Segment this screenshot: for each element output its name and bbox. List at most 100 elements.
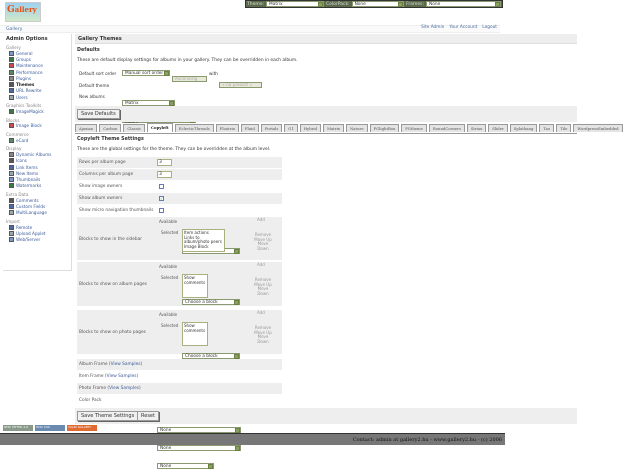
maintenance-icon <box>9 63 14 69</box>
default-theme-select[interactable]: Matrix <box>122 100 175 106</box>
sidebar-item-themes[interactable]: Themes <box>9 81 68 88</box>
selected-block-item[interactable]: Item actions <box>184 230 209 235</box>
tab-classic[interactable]: Classic <box>123 124 146 132</box>
colorpack-select[interactable]: None <box>351 1 405 7</box>
sidebar-item-image-block[interactable]: Image Block <box>9 123 68 129</box>
sidebar-item-web-server[interactable]: Web/Server <box>9 237 68 243</box>
sidebar-item-maintenance[interactable]: Maintenance <box>9 63 68 69</box>
sidebar-item-url-rewrite[interactable]: URL Rewrite <box>9 88 68 94</box>
frames-select[interactable]: None <box>426 1 502 7</box>
gallery-badge[interactable]: VALID GALLERY <box>67 425 97 431</box>
tab-roundcorners[interactable]: RoundCorners <box>428 124 465 132</box>
blocks-row-bg <box>77 217 282 260</box>
sort-direction-select[interactable]: Ascending <box>172 76 207 82</box>
tab-g1[interactable]: G1 <box>284 124 298 132</box>
move-down-button[interactable]: Move Down <box>257 334 269 344</box>
micro-nav-checkbox[interactable] <box>159 208 164 213</box>
add-button[interactable]: Add <box>257 262 265 267</box>
tab-copyleft[interactable]: Copyleft <box>147 123 173 132</box>
save-defaults-button[interactable]: Save Defaults <box>77 109 120 119</box>
sidebar-item-general[interactable]: General <box>9 50 68 56</box>
sidebar-item-remote[interactable]: Remote <box>9 224 68 230</box>
selected-block-item[interactable]: Show comments <box>184 275 206 285</box>
album-owners-label: Show album owners <box>77 193 282 204</box>
tab-nature[interactable]: Nature <box>345 124 368 132</box>
tab-eclecticthreads[interactable]: EclecticThreads <box>174 124 214 132</box>
selected-blocks-list[interactable]: Show comments <box>182 322 208 346</box>
album-owners-checkbox[interactable]: ✓ <box>159 196 164 201</box>
tab-matrix[interactable]: Matrix <box>323 124 344 132</box>
sidebar-item-plugins[interactable]: Plugins <box>9 75 68 81</box>
choose-block-select[interactable]: Choose a block <box>182 299 240 305</box>
move-up-button[interactable]: Move Up <box>254 281 272 287</box>
xhtml-badge[interactable]: W3C XHTML 1.0 <box>3 425 33 431</box>
sidebar-item-dynamic-albums[interactable]: Dynamic Albums <box>9 151 68 157</box>
sidebar-item-groups[interactable]: Groups <box>9 56 68 62</box>
selected-block-item[interactable]: Image Block <box>184 243 209 249</box>
sidebar-item-upload-applet[interactable]: Upload Applet <box>9 230 68 236</box>
move-down-button[interactable]: Move Down <box>257 241 269 251</box>
theme-select[interactable]: Matrix <box>266 1 324 7</box>
presort-select[interactable]: « no presort » <box>219 82 262 88</box>
add-button[interactable]: Add <box>257 217 265 222</box>
selected-block-item[interactable]: Show comments <box>184 323 206 333</box>
your-account-link[interactable]: Your Account <box>449 25 478 30</box>
tab-pgtheme[interactable]: PGtheme <box>401 124 427 132</box>
view-samples-link[interactable]: View Samples <box>106 374 137 379</box>
move-down-button[interactable]: Move Down <box>257 286 269 296</box>
tab-fluid[interactable]: Fluid <box>240 124 259 132</box>
remove-button[interactable]: Remove <box>254 232 272 237</box>
tab-pglightbox[interactable]: PGlightBox <box>369 124 400 132</box>
cols-input[interactable]: 3 <box>157 171 172 178</box>
photo-frame-select[interactable]: None <box>157 445 241 451</box>
move-up-button[interactable]: Move Up <box>254 329 272 335</box>
breadcrumb-gallery[interactable]: Gallery <box>6 27 23 32</box>
sidebar-item-performance[interactable]: Performance <box>9 69 68 75</box>
sidebar-item-thumbnails[interactable]: Thumbnails <box>9 176 68 183</box>
save-theme-settings-button[interactable]: Save Theme Settings <box>77 411 139 421</box>
sidebar-item-comments[interactable]: Comments <box>9 197 68 203</box>
selected-blocks-list[interactable]: Item actions Links to album/photo peers Im… <box>182 229 225 252</box>
color-pack-select[interactable]: None <box>157 463 214 469</box>
tab-splatbang[interactable]: Splatbang <box>509 124 538 132</box>
item-frame-select[interactable]: None <box>157 427 241 433</box>
rows-input[interactable]: 3 <box>157 159 172 166</box>
move-up-button[interactable]: Move Up <box>254 236 272 242</box>
tab-floatrix[interactable]: Floatrix <box>215 124 239 132</box>
sidebar-item-custom-fields[interactable]: Custom Fields <box>9 203 68 209</box>
selected-blocks-list[interactable]: Show comments <box>182 274 208 298</box>
defaults-title: Defaults <box>77 48 100 53</box>
tab-tao[interactable]: Tao <box>539 124 555 132</box>
tab-carbon[interactable]: Carbon <box>99 124 122 132</box>
tab-hybrid[interactable]: Hybrid <box>299 124 322 132</box>
sidebar-item-link-items[interactable]: Link Items <box>9 164 68 170</box>
image-owners-checkbox[interactable] <box>159 184 164 189</box>
sidebar-item-multilanguage[interactable]: MultiLanguage <box>9 210 68 216</box>
sidebar-item-ecard[interactable]: eCard <box>9 137 68 143</box>
chevron-down-icon <box>234 299 239 305</box>
tab-portals[interactable]: Portals <box>260 124 283 132</box>
choose-block-select[interactable]: Choose a block <box>182 353 240 359</box>
sort-order-select[interactable]: Manual sort order <box>122 70 170 76</box>
sidebar-item-icons[interactable]: Icons <box>9 158 68 164</box>
css-badge[interactable]: W3C CSS <box>35 425 65 431</box>
logout-link[interactable]: Logout <box>482 25 497 30</box>
tab-siriux[interactable]: Siriux <box>466 124 487 132</box>
add-button[interactable]: Add <box>257 310 265 315</box>
sidebar-item-imagemagick[interactable]: ImageMagick <box>9 108 68 115</box>
reset-button[interactable]: Reset <box>137 411 159 421</box>
site-admin-link[interactable]: Site Admin <box>421 25 445 30</box>
view-samples-link[interactable]: View Samples <box>109 386 139 391</box>
remove-button[interactable]: Remove <box>254 277 272 282</box>
sidebar-item-users[interactable]: Users <box>9 94 68 100</box>
gallery-logo[interactable]: Gallery <box>5 2 41 22</box>
tab-ajaxian[interactable]: Ajaxian <box>75 124 98 132</box>
remove-button[interactable]: Remove <box>254 325 272 330</box>
tab-wordpressembedded[interactable]: WordpressEmbedded <box>573 124 623 132</box>
sidebar-item-new-items[interactable]: New Items <box>9 170 68 176</box>
tab-tile[interactable]: Tile <box>556 124 572 132</box>
selected-block-item[interactable]: Links to album/photo peers <box>184 234 222 245</box>
view-samples-link[interactable]: View Samples <box>110 362 141 367</box>
tab-slider[interactable]: Slider <box>488 124 508 132</box>
sidebar-item-watermarks[interactable]: Watermarks <box>9 183 68 189</box>
